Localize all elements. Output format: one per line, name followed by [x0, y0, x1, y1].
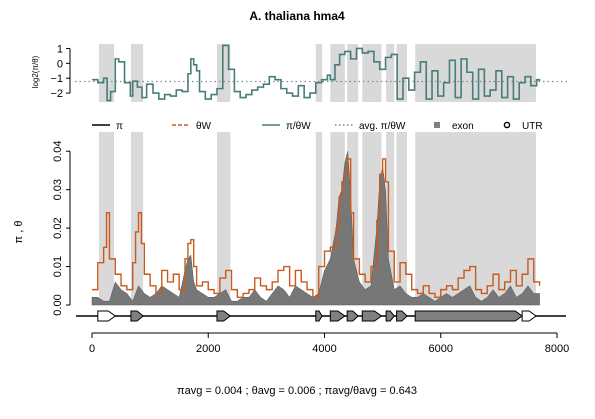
top-exon-region	[415, 44, 537, 102]
legend-item: π/θW	[262, 121, 311, 132]
main-exon-shading	[98, 132, 537, 305]
main-y-tick-label: 0.01	[52, 256, 64, 277]
legend-label: UTR	[522, 121, 543, 132]
exon-block	[216, 310, 232, 322]
pi-series-area	[91, 151, 540, 306]
legend-item: π	[92, 121, 123, 132]
legend-item: avg. π/θW	[335, 121, 406, 132]
top-y-tick-label: 0	[57, 58, 63, 70]
x-tick-label: 4000	[312, 343, 336, 355]
exon-block	[414, 310, 523, 322]
top-y-axis: 1 0 −1 −2	[50, 43, 71, 100]
top-panel: 1 0 −1 −2 log2(π/θ)	[31, 43, 570, 102]
exon-block	[329, 310, 346, 322]
top-y-axis-label: log2(π/θ)	[31, 55, 40, 88]
main-exon-region	[216, 132, 231, 305]
gene-model-track	[76, 310, 566, 322]
main-exon-region	[130, 132, 144, 305]
main-x-axis: 0 2000 4000 6000 8000	[89, 332, 569, 355]
legend: π θW π/θW avg. π/θW exon UTR	[92, 121, 543, 132]
main-y-axis: 0.00 0.01 0.02 0.03 0.04	[52, 141, 71, 316]
legend-item: UTR	[503, 121, 543, 132]
utr-block	[521, 310, 537, 322]
theta-series-line	[92, 158, 541, 299]
exon-block	[346, 310, 359, 322]
legend-label: exon	[452, 121, 474, 132]
chart-title: A. thaliana hma4	[249, 9, 345, 23]
legend-label: π	[116, 121, 123, 132]
top-y-tick-label: −1	[50, 73, 63, 85]
main-y-axis-label: π , θ	[13, 221, 25, 244]
main-y-tick-label: 0.03	[52, 179, 64, 200]
main-y-tick-label: 0.04	[52, 141, 64, 162]
ratio-series-line	[92, 44, 541, 102]
legend-label: θW	[196, 121, 212, 132]
top-exon-region	[216, 44, 231, 102]
top-exon-shading	[98, 44, 537, 102]
exon-block	[385, 310, 395, 322]
top-exon-region	[98, 44, 115, 102]
top-y-tick-label: −2	[50, 88, 63, 100]
top-y-tick-label: 1	[57, 43, 63, 55]
main-y-tick-label: 0.02	[52, 217, 64, 238]
main-exon-region	[347, 132, 359, 305]
x-tick-label: 0	[89, 343, 95, 355]
top-exon-region	[315, 44, 323, 102]
main-panel: 0.00 0.01 0.02 0.03 0.04 π , θ 0 2000 4000 6000…	[13, 132, 569, 355]
exon-block	[315, 310, 323, 322]
legend-label: avg. π/θW	[359, 121, 406, 132]
top-exon-region	[362, 44, 382, 102]
main-exon-region	[315, 132, 323, 305]
top-exon-region	[396, 44, 408, 102]
exon-block	[396, 310, 408, 322]
top-exon-region	[347, 44, 359, 102]
main-exon-region	[386, 132, 395, 305]
legend-label: π/θW	[286, 121, 311, 132]
exon-block	[361, 310, 383, 322]
legend-item: exon	[434, 121, 474, 132]
main-exon-region	[396, 132, 408, 305]
top-exon-region	[386, 44, 395, 102]
x-tick-label: 2000	[196, 343, 220, 355]
top-exon-region	[330, 44, 345, 102]
x-tick-label: 6000	[429, 343, 453, 355]
footer-formula: πavg = 0.004 ; θavg = 0.006 ; πavg/θavg …	[177, 385, 417, 397]
x-tick-label: 8000	[545, 343, 569, 355]
legend-item: θW	[172, 121, 212, 132]
utr-block	[97, 310, 117, 322]
exon-block	[130, 310, 144, 322]
main-y-tick-label: 0.00	[52, 294, 64, 315]
